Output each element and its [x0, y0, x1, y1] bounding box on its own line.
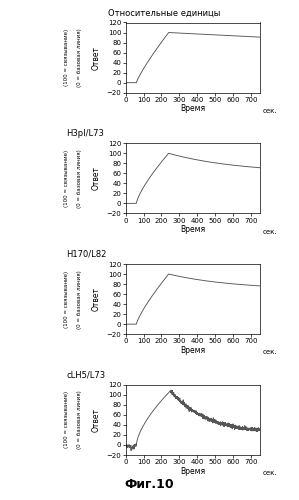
- X-axis label: Время: Время: [180, 225, 205, 234]
- Text: Ответ: Ответ: [91, 408, 100, 432]
- Text: (0 = базовая линия): (0 = базовая линия): [77, 28, 82, 87]
- Text: Относительные единицы: Относительные единицы: [108, 9, 221, 18]
- Text: (100 = связывание): (100 = связывание): [64, 150, 69, 207]
- Text: (100 = связывание): (100 = связывание): [64, 392, 69, 448]
- X-axis label: Время: Время: [180, 346, 205, 355]
- Text: H3pI/L73: H3pI/L73: [66, 128, 104, 138]
- Text: сек.: сек.: [263, 108, 277, 114]
- Text: сек.: сек.: [263, 470, 277, 476]
- Text: сек.: сек.: [263, 228, 277, 234]
- Text: (0 = базовая линия): (0 = базовая линия): [77, 149, 82, 208]
- Text: Ответ: Ответ: [91, 166, 100, 190]
- X-axis label: Время: Время: [180, 104, 205, 114]
- Text: (0 = базовая линия): (0 = базовая линия): [77, 270, 82, 328]
- Text: Ответ: Ответ: [91, 287, 100, 311]
- Text: H170/L82: H170/L82: [66, 250, 107, 258]
- Text: (0 = базовая линия): (0 = базовая линия): [77, 390, 82, 450]
- Text: Ответ: Ответ: [91, 46, 100, 70]
- Text: (100 = связывание): (100 = связывание): [64, 270, 69, 328]
- Text: cLH5/L73: cLH5/L73: [66, 370, 106, 379]
- X-axis label: Время: Время: [180, 466, 205, 475]
- Text: Фиг.10: Фиг.10: [125, 478, 174, 491]
- Text: (100 = связывание): (100 = связывание): [64, 29, 69, 86]
- Text: сек.: сек.: [263, 350, 277, 356]
